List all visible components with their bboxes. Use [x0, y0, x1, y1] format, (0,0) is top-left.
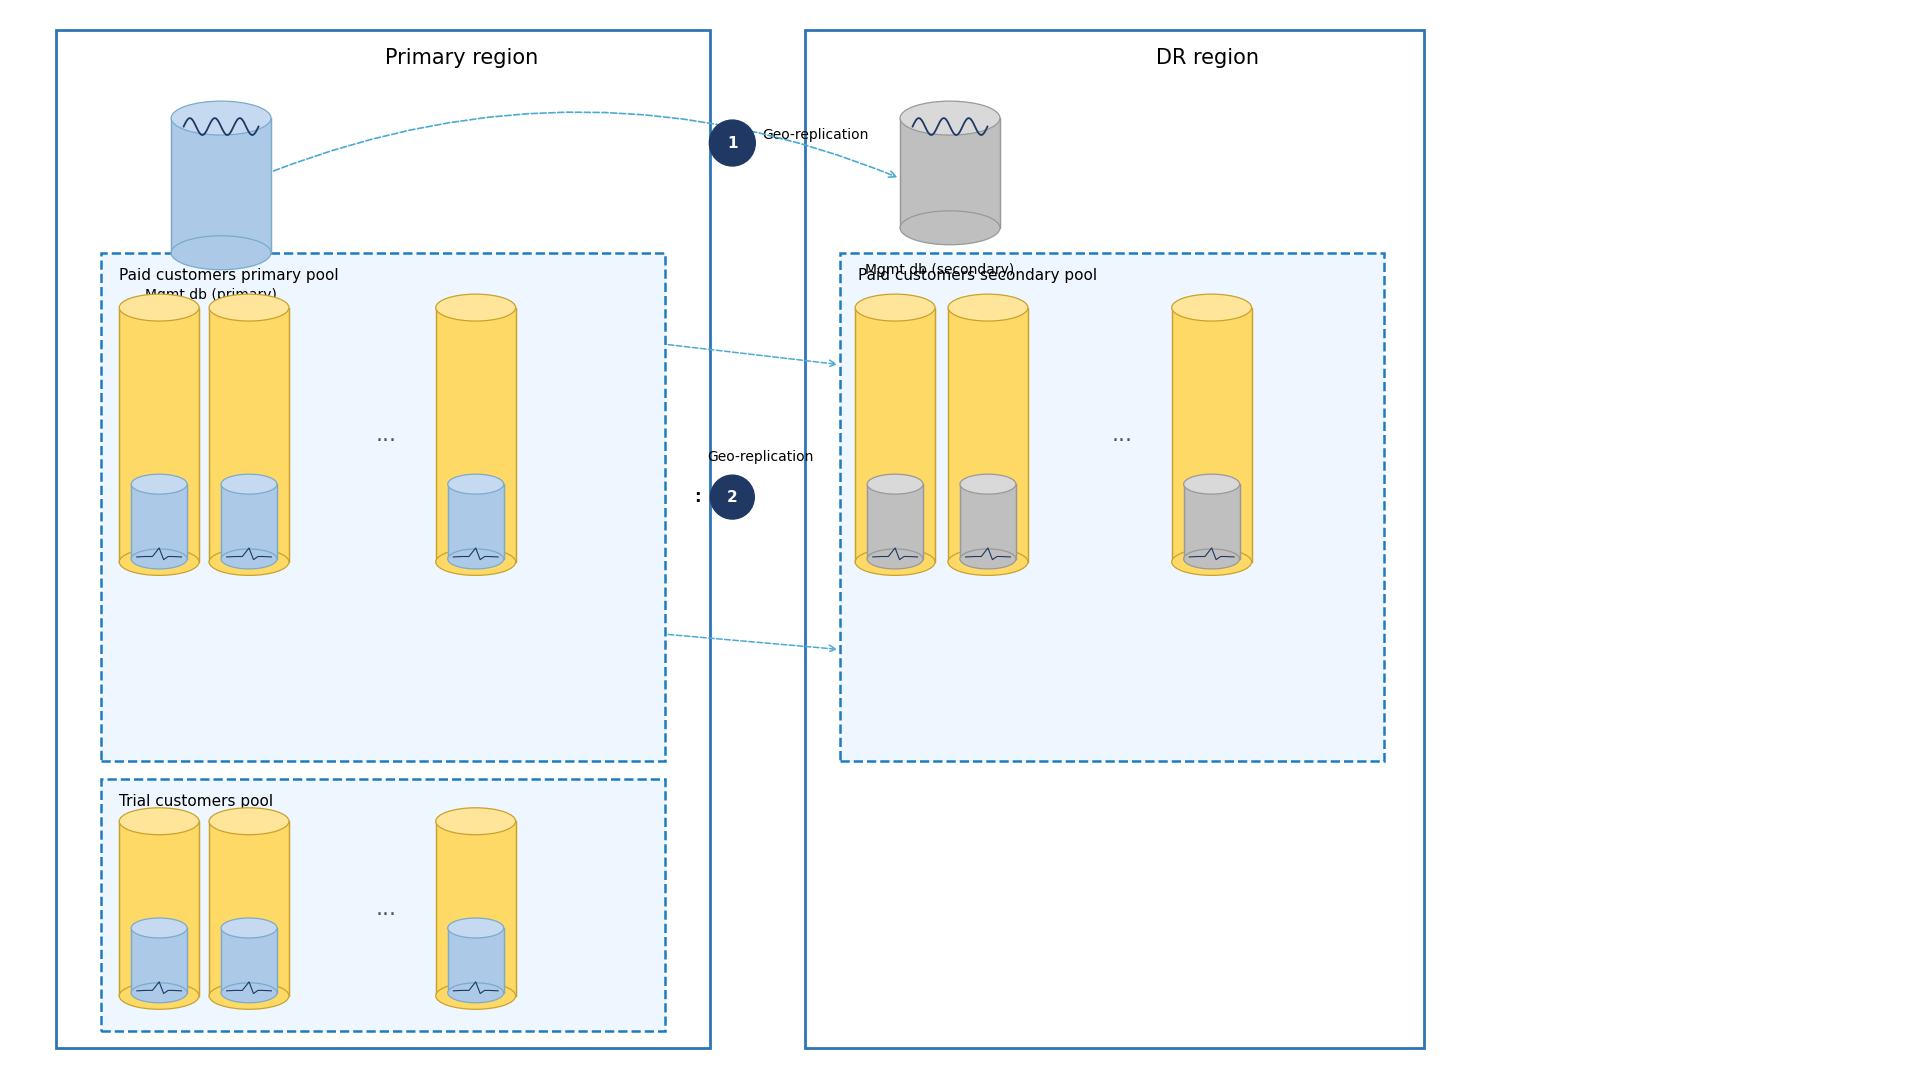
Ellipse shape [1171, 548, 1252, 575]
Text: Mgmt db (secondary): Mgmt db (secondary) [865, 263, 1014, 277]
Bar [102, 780, 665, 1031]
Ellipse shape [130, 474, 188, 494]
Ellipse shape [130, 549, 188, 569]
Text: Geo-replication: Geo-replication [763, 128, 868, 142]
Ellipse shape [119, 982, 199, 1009]
Bar [130, 485, 188, 559]
Ellipse shape [866, 549, 924, 569]
Ellipse shape [1183, 474, 1240, 494]
Circle shape [709, 120, 755, 166]
Ellipse shape [449, 549, 504, 569]
Ellipse shape [449, 474, 504, 494]
Ellipse shape [960, 474, 1016, 494]
Text: Geo-replication: Geo-replication [707, 450, 813, 464]
Ellipse shape [449, 983, 504, 1003]
Bar [220, 485, 276, 559]
Ellipse shape [209, 548, 289, 575]
Bar [1183, 485, 1240, 559]
Ellipse shape [171, 236, 270, 269]
Ellipse shape [949, 548, 1028, 575]
Bar [1171, 308, 1252, 562]
Ellipse shape [435, 548, 516, 575]
Bar [119, 822, 199, 996]
Ellipse shape [209, 982, 289, 1009]
Ellipse shape [130, 918, 188, 938]
Text: ...: ... [376, 898, 397, 919]
Ellipse shape [209, 808, 289, 835]
Ellipse shape [119, 808, 199, 835]
Ellipse shape [435, 294, 516, 321]
Bar [901, 118, 1001, 228]
Ellipse shape [901, 211, 1001, 244]
Ellipse shape [209, 294, 289, 321]
Bar [119, 308, 199, 562]
Bar [866, 485, 924, 559]
Bar [805, 30, 1424, 1048]
Ellipse shape [435, 808, 516, 835]
Bar [949, 308, 1028, 562]
Bar [171, 118, 270, 253]
Text: ...: ... [1112, 424, 1133, 445]
Text: 1: 1 [727, 136, 738, 151]
Ellipse shape [171, 101, 270, 135]
Ellipse shape [119, 294, 199, 321]
Bar [449, 928, 504, 993]
Ellipse shape [220, 983, 276, 1003]
Bar [102, 253, 665, 761]
Ellipse shape [1171, 294, 1252, 321]
Ellipse shape [220, 549, 276, 569]
Ellipse shape [866, 474, 924, 494]
Ellipse shape [949, 294, 1028, 321]
Ellipse shape [901, 101, 1001, 135]
Ellipse shape [1183, 549, 1240, 569]
Bar [840, 253, 1384, 761]
Ellipse shape [855, 548, 935, 575]
Bar [435, 822, 516, 996]
Text: ...: ... [376, 424, 397, 445]
Ellipse shape [449, 918, 504, 938]
Text: Trial customers pool: Trial customers pool [119, 795, 274, 809]
Ellipse shape [960, 549, 1016, 569]
Bar [960, 485, 1016, 559]
Text: :: : [694, 488, 702, 506]
Bar [56, 30, 711, 1048]
Text: Primary region: Primary region [385, 48, 539, 68]
Text: Mgmt db (primary): Mgmt db (primary) [146, 288, 278, 302]
Text: Paid customers secondary pool: Paid customers secondary pool [859, 268, 1097, 282]
Bar [220, 928, 276, 993]
Circle shape [711, 475, 753, 519]
Ellipse shape [119, 548, 199, 575]
Ellipse shape [130, 983, 188, 1003]
Bar [130, 928, 188, 993]
Text: 2: 2 [727, 490, 738, 505]
Bar [435, 308, 516, 562]
Bar [209, 822, 289, 996]
Ellipse shape [855, 294, 935, 321]
Bar [449, 485, 504, 559]
Ellipse shape [435, 982, 516, 1009]
Text: DR region: DR region [1156, 48, 1259, 68]
Ellipse shape [220, 474, 276, 494]
Text: Paid customers primary pool: Paid customers primary pool [119, 268, 339, 282]
Ellipse shape [220, 918, 276, 938]
Bar [855, 308, 935, 562]
Bar [209, 308, 289, 562]
